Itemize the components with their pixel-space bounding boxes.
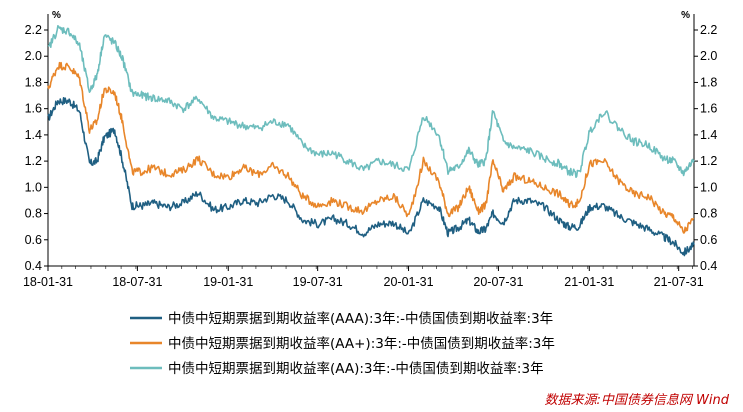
- y-tick-label-right: 2.0: [700, 49, 717, 63]
- source-note: 数据来源:中国债券信息网 Wind: [544, 393, 729, 408]
- x-tick-label: 21-07-31: [654, 275, 704, 289]
- y-tick-label-left: 1.8: [25, 75, 42, 89]
- axes: % % 2.2 2.2 2.0 2.0 1.8 1.8 1.6 1.6 1.4 1.4 1.2 1.2 1.…: [23, 10, 717, 289]
- x-tick-label: 21-01-31: [564, 275, 614, 289]
- y-tick-label-left: 0.8: [25, 207, 42, 221]
- y-unit-right: %: [681, 10, 690, 21]
- x-tick-label: 20-01-31: [384, 275, 434, 289]
- y-tick-label-right: 1.0: [700, 180, 717, 194]
- y-tick-label-left: 0.6: [25, 233, 42, 247]
- y-tick-label-right: 0.6: [700, 233, 717, 247]
- y-tick-label-left: 1.2: [25, 154, 42, 168]
- y-tick-label-right: 2.2: [700, 23, 717, 37]
- legend-label-2: 中债中短期票据到期收益率(AA):3年:-中债国债到期收益率:3年: [168, 360, 544, 377]
- legend-label-0: 中债中短期票据到期收益率(AAA):3年:-中债国债到期收益率:3年: [168, 310, 553, 327]
- y-tick-label-left: 1.4: [25, 128, 42, 142]
- x-tick-label: 20-07-31: [473, 275, 523, 289]
- y-tick-label-right: 0.8: [700, 207, 717, 221]
- x-tick-label: 18-07-31: [112, 275, 162, 289]
- x-tick-label: 18-01-31: [23, 275, 73, 289]
- y-tick-label-right: 0.4: [700, 259, 717, 273]
- y-tick-label-right: 1.8: [700, 75, 717, 89]
- y-tick-label-left: 1.0: [25, 180, 42, 194]
- legend-label-1: 中债中短期票据到期收益率(AA+):3年:-中债国债到期收益率:3年: [168, 335, 555, 352]
- series-layer: [47, 24, 695, 257]
- legend: 中债中短期票据到期收益率(AAA):3年:-中债国债到期收益率:3年中债中短期票…: [130, 310, 555, 377]
- y-tick-label-right: 1.6: [700, 102, 717, 116]
- y-unit-left: %: [52, 10, 61, 21]
- series-line-0: [47, 97, 695, 257]
- series-line-1: [47, 61, 695, 234]
- series-line-2: [47, 24, 695, 178]
- y-tick-label-left: 2.2: [25, 23, 42, 37]
- y-tick-label-left: 1.6: [25, 102, 42, 116]
- x-tick-label: 19-07-31: [293, 275, 343, 289]
- y-tick-label-left: 2.0: [25, 49, 42, 63]
- y-tick-label-right: 1.4: [700, 128, 717, 142]
- y-tick-label-right: 1.2: [700, 154, 717, 168]
- x-tick-label: 19-01-31: [203, 275, 253, 289]
- y-tick-label-left: 0.4: [25, 259, 42, 273]
